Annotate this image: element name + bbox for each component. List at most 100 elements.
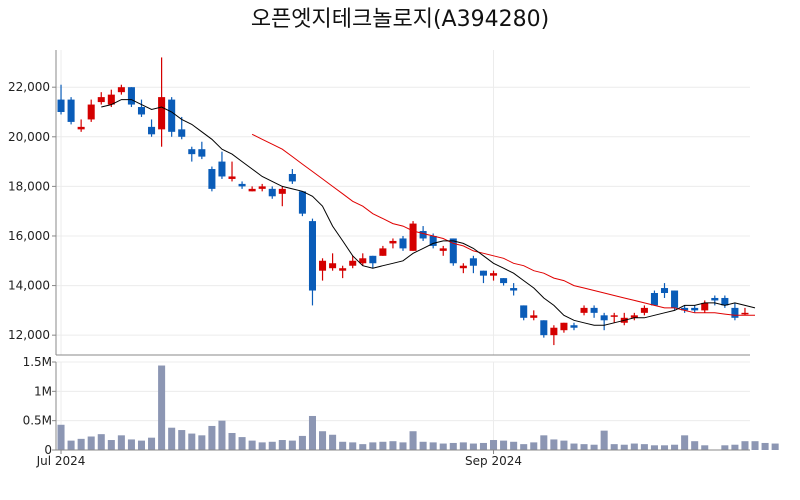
price-tick-label: 18,000 [8,179,50,193]
candle-body [268,188,276,197]
candle [148,119,156,137]
volume-bar [550,439,558,450]
candle-body [288,173,296,182]
candle-body [610,315,618,317]
volume-axis: 0 0.5M 1M 1.5M [23,355,56,457]
price-tick-label: 14,000 [8,279,50,293]
volume-bar [238,437,246,450]
candle [711,295,719,306]
candle [288,169,296,184]
candle [741,307,749,316]
candle-body [87,104,95,120]
volume-bar [681,435,689,450]
candle-body [77,126,85,130]
candle-body [419,231,427,239]
candle [319,258,327,281]
volume-bar [660,445,669,450]
candle [198,141,206,160]
candle-body [741,312,749,315]
candle [178,116,186,140]
candle-body [369,255,377,264]
volume-bar [218,420,226,450]
candle-body [469,258,477,266]
candle [731,302,739,321]
candle-body [168,99,176,132]
candle [660,283,669,298]
candle [298,191,306,217]
candle [339,265,347,279]
volume-bar [479,442,487,450]
candle-body [339,268,347,271]
candle [67,97,75,125]
candle [87,99,95,122]
candle [560,322,568,333]
candle-body [490,273,498,276]
candle-body [148,126,156,135]
candle [208,166,216,192]
volume-bar [419,441,427,450]
candle [490,270,498,281]
price-tick-label: 16,000 [8,229,50,243]
candle-body [409,223,417,251]
candle [308,218,316,306]
candle-body [600,315,608,321]
candle-body [520,305,528,318]
candle [389,238,397,249]
candle [268,186,276,199]
volume-bar [490,440,498,450]
volume-tick-label: 1M [34,384,52,398]
candle-body [319,260,327,271]
volume-bar [107,440,115,450]
candle [218,151,226,179]
candle-body [479,270,487,276]
candle [469,255,477,274]
candle-body [228,176,236,179]
candle [117,84,125,95]
candle [57,84,65,115]
volume-tick-label: 1.5M [23,355,52,369]
candle-body [640,307,648,313]
candle-body [510,288,518,291]
volume-bar [439,443,447,450]
volume-bar [500,440,508,450]
candle [278,186,286,207]
candle-body [731,307,739,318]
candle-body [691,307,699,311]
candle-body [308,221,316,291]
volume-bar [530,442,538,450]
candle-body [711,297,719,301]
candle-body [198,149,206,157]
volume-bar [359,444,367,450]
candle [379,245,387,256]
candle-body [550,327,558,336]
candle-body [238,183,246,187]
volume-bar [329,434,337,450]
candle-body [379,248,387,256]
candle-body [117,87,125,93]
volume-bar [369,442,377,450]
candle [520,305,528,321]
candle-body [208,169,216,189]
candle [479,270,487,284]
volume-bar [510,441,518,450]
candle [671,290,679,311]
candle-body [107,94,115,105]
candle [127,87,135,108]
candle [409,221,417,251]
candle [97,92,105,105]
volume-bar [429,442,437,450]
candle-body [137,107,146,115]
volume-tick-label: 0 [44,443,52,457]
candle-body [449,238,457,264]
candle-body [258,186,266,189]
candle-body [67,99,75,122]
candle [650,290,658,306]
volume-bar [339,441,347,450]
candle-body [97,97,105,103]
candle [369,255,377,269]
candle [550,325,558,346]
volume-bar [520,444,528,450]
candle [359,253,367,266]
volume-bar [701,445,709,450]
volume-bar [409,431,417,450]
